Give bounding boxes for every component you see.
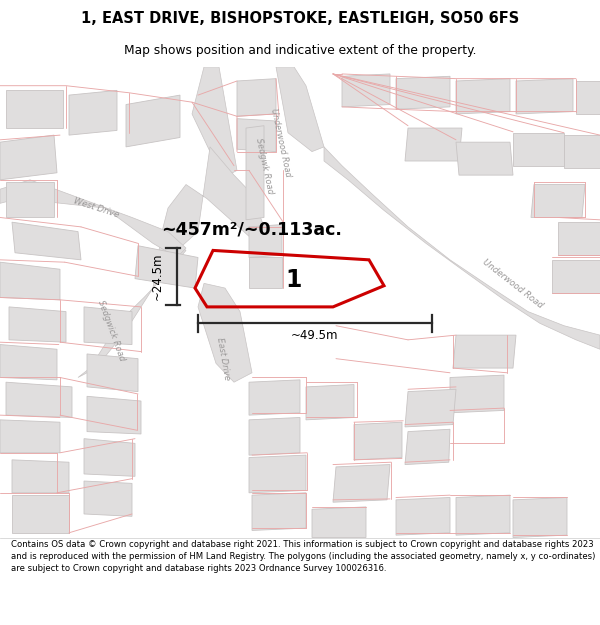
Polygon shape bbox=[246, 126, 264, 220]
Polygon shape bbox=[135, 246, 198, 288]
Polygon shape bbox=[0, 344, 57, 380]
Polygon shape bbox=[87, 354, 138, 392]
Polygon shape bbox=[237, 79, 276, 116]
Polygon shape bbox=[198, 283, 252, 382]
Polygon shape bbox=[456, 495, 510, 535]
Text: Map shows position and indicative extent of the property.: Map shows position and indicative extent… bbox=[124, 44, 476, 57]
Polygon shape bbox=[6, 182, 54, 218]
Polygon shape bbox=[0, 262, 60, 300]
Polygon shape bbox=[354, 422, 402, 460]
Text: Underwood Road: Underwood Road bbox=[269, 107, 292, 178]
Polygon shape bbox=[396, 76, 450, 109]
Polygon shape bbox=[12, 495, 69, 532]
Text: Contains OS data © Crown copyright and database right 2021. This information is : Contains OS data © Crown copyright and d… bbox=[11, 540, 595, 572]
Text: ~24.5m: ~24.5m bbox=[151, 253, 164, 300]
Polygon shape bbox=[513, 498, 567, 538]
Polygon shape bbox=[162, 147, 264, 251]
Text: 1, EAST DRIVE, BISHOPSTOKE, EASTLEIGH, SO50 6FS: 1, EAST DRIVE, BISHOPSTOKE, EASTLEIGH, S… bbox=[81, 11, 519, 26]
Polygon shape bbox=[237, 119, 276, 152]
Polygon shape bbox=[84, 439, 135, 476]
Text: Underwood Road: Underwood Road bbox=[481, 257, 545, 309]
Polygon shape bbox=[78, 232, 186, 378]
Polygon shape bbox=[192, 67, 237, 175]
Polygon shape bbox=[558, 222, 600, 255]
Polygon shape bbox=[342, 74, 390, 107]
Text: East Drive: East Drive bbox=[215, 337, 232, 381]
Text: West Drive: West Drive bbox=[72, 196, 120, 219]
Polygon shape bbox=[396, 498, 450, 535]
Polygon shape bbox=[453, 335, 516, 368]
Polygon shape bbox=[276, 67, 324, 152]
Polygon shape bbox=[84, 307, 132, 344]
Text: Sedgwick Road: Sedgwick Road bbox=[96, 299, 126, 362]
Polygon shape bbox=[324, 147, 600, 349]
Polygon shape bbox=[0, 420, 60, 452]
Polygon shape bbox=[405, 429, 450, 464]
Polygon shape bbox=[306, 384, 354, 420]
Polygon shape bbox=[450, 375, 504, 413]
Polygon shape bbox=[69, 91, 117, 135]
Polygon shape bbox=[6, 382, 72, 418]
Polygon shape bbox=[333, 464, 390, 503]
Polygon shape bbox=[84, 481, 132, 516]
Polygon shape bbox=[564, 135, 600, 168]
Polygon shape bbox=[249, 418, 300, 455]
Polygon shape bbox=[552, 260, 600, 292]
Polygon shape bbox=[12, 222, 81, 260]
Polygon shape bbox=[531, 184, 585, 218]
Polygon shape bbox=[249, 455, 306, 493]
Text: 1: 1 bbox=[286, 268, 302, 292]
Polygon shape bbox=[456, 79, 510, 114]
Polygon shape bbox=[12, 460, 69, 492]
Polygon shape bbox=[312, 507, 366, 538]
Polygon shape bbox=[9, 307, 66, 342]
Text: ~49.5m: ~49.5m bbox=[291, 329, 339, 342]
Polygon shape bbox=[249, 380, 300, 415]
Polygon shape bbox=[252, 492, 306, 531]
Polygon shape bbox=[456, 142, 513, 175]
Polygon shape bbox=[513, 132, 564, 166]
Polygon shape bbox=[6, 91, 63, 128]
Text: ~457m²/~0.113ac.: ~457m²/~0.113ac. bbox=[161, 220, 343, 238]
Text: Sedgwk Road: Sedgwk Road bbox=[254, 137, 274, 194]
Polygon shape bbox=[249, 258, 282, 288]
Polygon shape bbox=[87, 396, 141, 434]
Polygon shape bbox=[126, 95, 180, 147]
Polygon shape bbox=[0, 135, 57, 180]
Polygon shape bbox=[516, 79, 573, 114]
Polygon shape bbox=[0, 180, 186, 258]
Polygon shape bbox=[576, 81, 600, 114]
Polygon shape bbox=[249, 224, 282, 258]
Polygon shape bbox=[405, 128, 462, 161]
Polygon shape bbox=[405, 389, 456, 427]
